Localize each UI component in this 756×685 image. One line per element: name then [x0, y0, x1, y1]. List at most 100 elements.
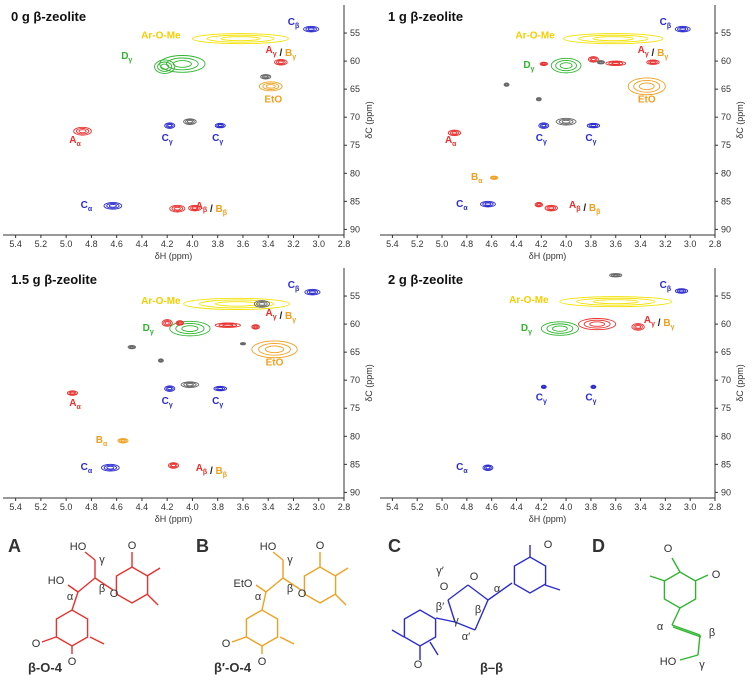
- peak-contour: [485, 466, 491, 470]
- peak-contour: [128, 345, 135, 349]
- peak-contour: [592, 299, 639, 305]
- peak-contour: [306, 289, 319, 295]
- x-tick-label: 3.4: [262, 502, 275, 512]
- x-tick-label: 2.8: [338, 239, 351, 249]
- peak-label: Cγ: [212, 133, 223, 146]
- structure-name: β′-O-4: [214, 660, 252, 675]
- atom-label: β′: [436, 601, 444, 613]
- peak-label: Aα: [69, 398, 81, 411]
- atom-label: O: [68, 656, 77, 668]
- atom-label: O: [440, 581, 449, 593]
- peak-contour: [650, 60, 656, 64]
- peak-contour: [167, 387, 173, 391]
- peak-label: Aγ / Bγ: [644, 315, 675, 331]
- peak-label: Cα: [81, 462, 93, 475]
- x-tick-label: 4.0: [560, 502, 573, 512]
- peak-contour: [589, 57, 598, 62]
- x-tick-label: 4.2: [161, 502, 174, 512]
- peak-label: Aβ / Bβ: [196, 463, 228, 479]
- bond: [265, 577, 284, 593]
- peak-label: Cγ: [536, 392, 547, 405]
- panel-title: 0 g β-zeolite: [11, 9, 86, 24]
- bond: [544, 584, 561, 591]
- label-text: D: [121, 51, 128, 62]
- structure-letter: A: [8, 536, 21, 556]
- peak-contour: [534, 202, 543, 208]
- peak-contour: [489, 175, 499, 180]
- peak-label: Cγ: [162, 396, 173, 409]
- peak-contour: [555, 60, 577, 72]
- label-text: A: [569, 200, 576, 211]
- peak-label: Bα: [96, 435, 108, 448]
- atom-label: γ: [699, 659, 705, 671]
- peak-contour: [308, 290, 316, 294]
- peak-contour: [157, 61, 173, 72]
- x-tick-label: 3.0: [684, 239, 697, 249]
- label-text: B: [216, 466, 223, 477]
- atom-label: α: [255, 591, 262, 603]
- peak-contour: [505, 83, 508, 86]
- peak-contour: [610, 273, 621, 277]
- y-axis-label: δC (ppm): [364, 101, 374, 139]
- x-axis-label: δH (ppm): [155, 251, 193, 261]
- label-sub: γ: [543, 398, 547, 405]
- y-tick-label: 85: [721, 459, 731, 469]
- x-tick-label: 3.4: [634, 239, 647, 249]
- y-tick-label: 85: [350, 459, 360, 469]
- peak-label: Cβ: [288, 280, 300, 293]
- x-tick-label: 3.2: [659, 239, 672, 249]
- peak-label: Cγ: [162, 133, 173, 146]
- peak-contour: [214, 122, 226, 129]
- atom-label: O: [712, 569, 721, 581]
- atom-label: O: [110, 588, 119, 600]
- peak-contour: [186, 120, 193, 124]
- bond: [697, 634, 701, 656]
- peak-contour: [213, 385, 227, 392]
- peak-contour: [216, 123, 225, 128]
- peak-contour: [484, 465, 492, 471]
- peak-contour: [550, 57, 582, 74]
- peak-contour: [274, 58, 288, 66]
- bond: [67, 584, 79, 593]
- x-axis-label: δH (ppm): [155, 514, 193, 524]
- peak-contour: [449, 130, 460, 136]
- ring: [115, 566, 149, 604]
- peak-contour: [563, 33, 664, 45]
- x-tick-label: 3.2: [659, 502, 672, 512]
- peak-label: Aγ / Bγ: [266, 45, 297, 61]
- x-tick-label: 5.0: [60, 502, 73, 512]
- peak-contour: [183, 382, 197, 388]
- bond: [454, 621, 476, 631]
- peak-contour: [559, 296, 673, 308]
- label-text: C: [288, 17, 295, 28]
- atom-label: EtO: [234, 578, 253, 590]
- y-tick-label: 70: [350, 375, 360, 385]
- x-tick-label: 5.4: [9, 239, 22, 249]
- peak-contour: [451, 131, 458, 135]
- bond: [672, 626, 702, 638]
- x-tick-label: 2.8: [709, 502, 722, 512]
- y-tick-label: 75: [721, 403, 731, 413]
- peak-contour: [75, 128, 90, 135]
- bond: [255, 584, 267, 593]
- x-tick-label: 3.6: [237, 239, 250, 249]
- label-text: B: [285, 48, 292, 59]
- label-sub: γ: [219, 402, 223, 409]
- peak-contour: [258, 302, 266, 306]
- y-tick-label: 65: [350, 347, 360, 357]
- label-text: C: [288, 280, 295, 291]
- label-text: /: [277, 48, 285, 59]
- atom-label: O: [32, 638, 41, 650]
- peak-contour: [251, 340, 298, 359]
- peak-contour: [252, 324, 259, 329]
- peak-contour: [241, 342, 245, 345]
- label-text: /: [655, 318, 663, 329]
- peak-contour: [175, 323, 205, 335]
- bond: [671, 607, 681, 626]
- peak-contour: [480, 200, 496, 208]
- y-axis-label: δC (ppm): [735, 364, 745, 402]
- peak-contour: [598, 61, 603, 64]
- peak-contour: [561, 119, 571, 124]
- peak-contour: [188, 204, 202, 212]
- label-sub: β: [667, 23, 672, 30]
